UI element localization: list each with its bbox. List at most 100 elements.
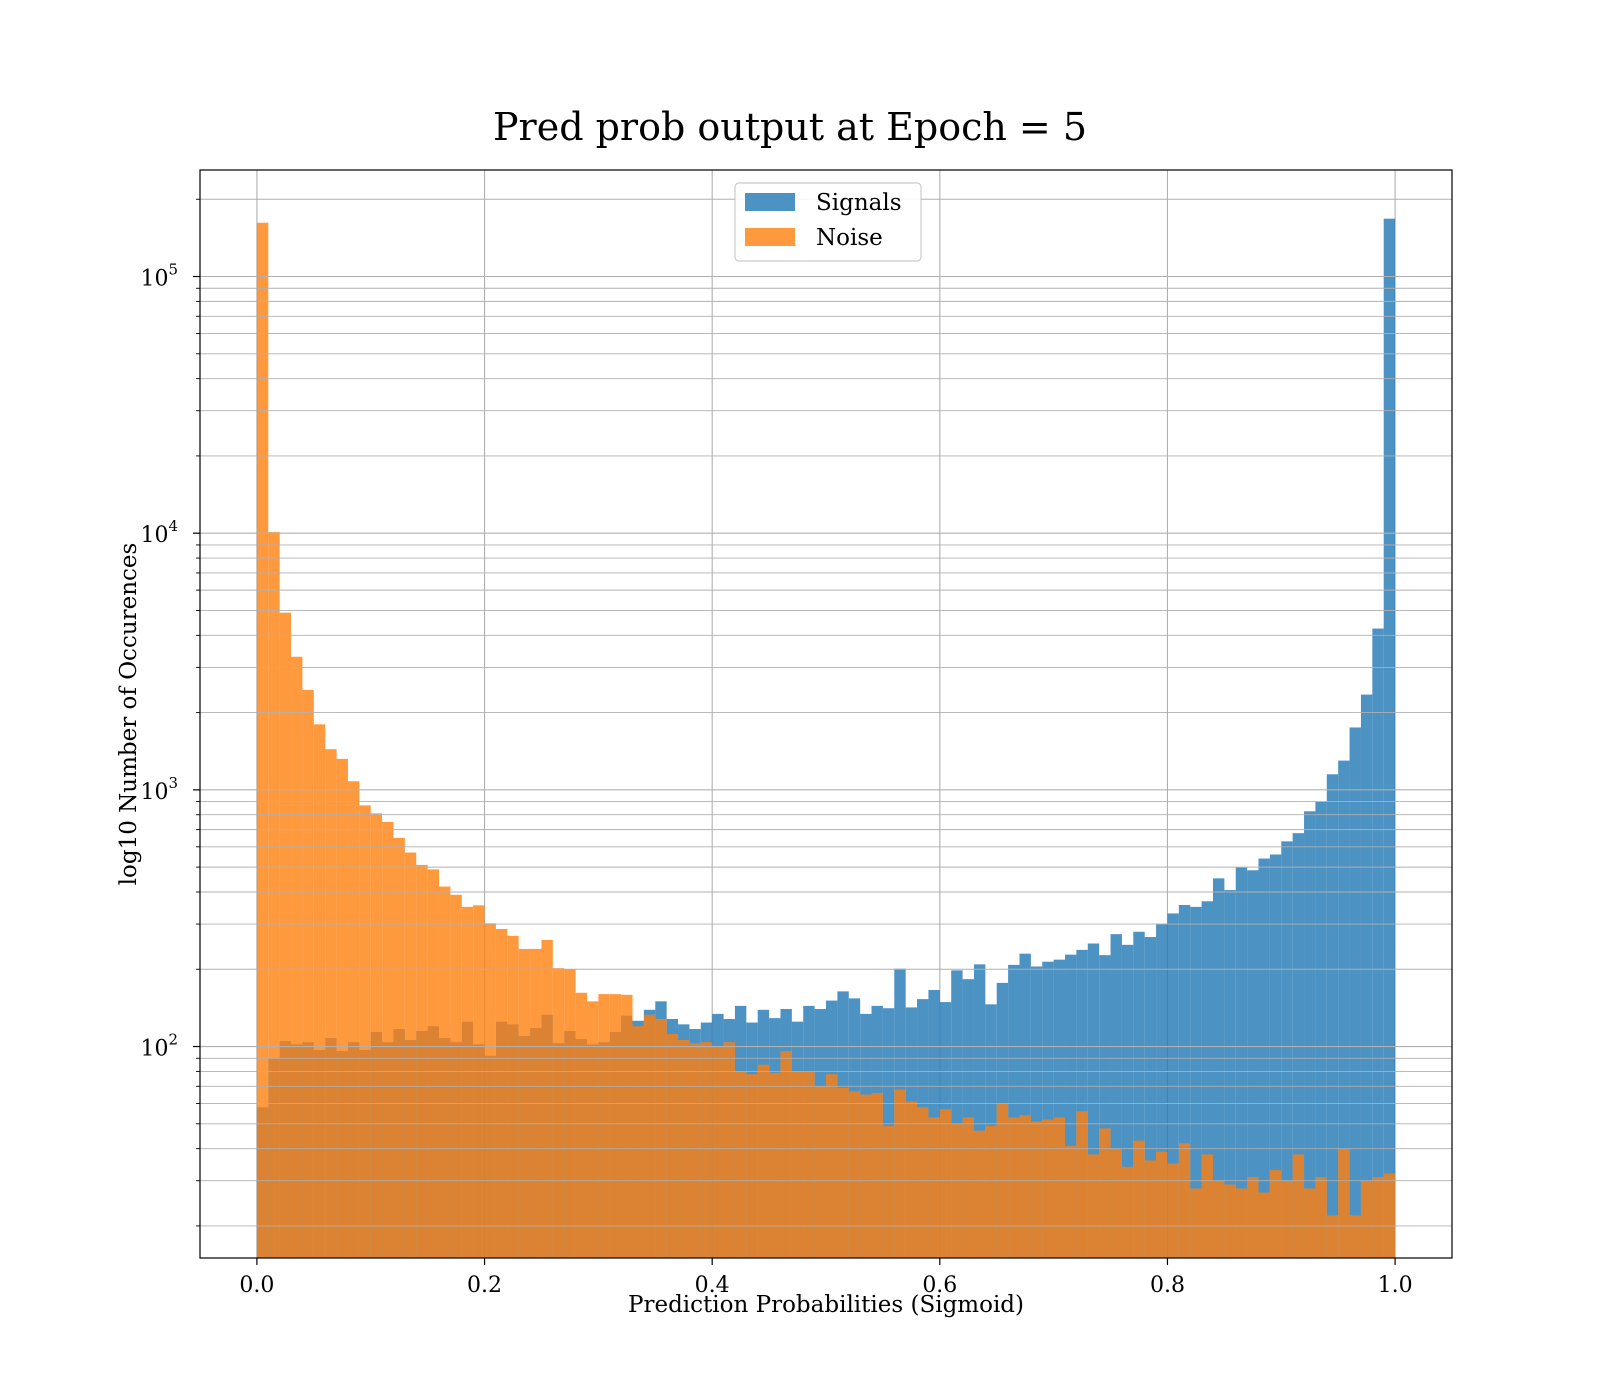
x-tick-label: 0.2 bbox=[467, 1273, 502, 1298]
bar-noise bbox=[734, 1071, 747, 1258]
chart-title: Pred prob output at Epoch = 5 bbox=[493, 105, 1087, 149]
bar-noise bbox=[586, 1001, 599, 1258]
bar-noise bbox=[302, 689, 314, 1258]
bar-noise bbox=[473, 905, 485, 1258]
bar-signals bbox=[1178, 904, 1191, 1258]
bar-signals bbox=[1326, 774, 1339, 1258]
x-tick-label: 0.8 bbox=[1150, 1273, 1185, 1298]
bar-noise bbox=[416, 864, 428, 1258]
legend-label-noise: Noise bbox=[816, 225, 883, 251]
bar-noise bbox=[962, 1117, 974, 1258]
bar-noise bbox=[313, 724, 326, 1258]
bar-noise bbox=[871, 1092, 883, 1258]
bar-noise bbox=[1019, 1115, 1031, 1258]
bar-noise bbox=[507, 935, 519, 1258]
x-axis-label: Prediction Probabilities (Sigmoid) bbox=[628, 1292, 1024, 1318]
bar-noise bbox=[1121, 1166, 1134, 1258]
bar-noise bbox=[1372, 1177, 1384, 1258]
bar-signals bbox=[1008, 964, 1020, 1258]
bar-signals bbox=[1121, 944, 1134, 1258]
bar-noise bbox=[1076, 1111, 1088, 1258]
x-tick-label: 0.6 bbox=[922, 1273, 957, 1298]
bar-noise bbox=[1099, 1128, 1111, 1258]
bar-signals bbox=[973, 964, 986, 1258]
bar-noise bbox=[279, 612, 292, 1258]
bar-signals bbox=[1076, 949, 1088, 1258]
bar-noise bbox=[928, 1117, 940, 1258]
bar-noise bbox=[461, 906, 474, 1258]
bar-noise bbox=[1269, 1170, 1282, 1258]
bar-signals bbox=[1360, 694, 1373, 1258]
bar-noise bbox=[1190, 1188, 1202, 1258]
bar-noise bbox=[439, 886, 451, 1258]
bar-noise bbox=[1338, 1148, 1350, 1258]
bar-noise bbox=[1360, 1180, 1373, 1258]
series-noise bbox=[256, 222, 1396, 1258]
bar-noise bbox=[1008, 1117, 1020, 1258]
bar-noise bbox=[256, 222, 269, 1258]
bar-noise bbox=[723, 1042, 735, 1258]
bar-noise bbox=[1065, 1145, 1077, 1258]
bar-noise bbox=[1292, 1154, 1305, 1258]
bar-signals bbox=[1087, 943, 1100, 1258]
bar-signals bbox=[1212, 878, 1225, 1258]
bar-noise bbox=[951, 1123, 963, 1258]
bar-signals bbox=[1247, 870, 1259, 1258]
bar-signals bbox=[1190, 906, 1202, 1258]
bar-noise bbox=[552, 968, 565, 1258]
bars bbox=[256, 218, 1396, 1258]
bar-signals bbox=[1030, 966, 1043, 1258]
x-tick-label: 1.0 bbox=[1378, 1273, 1413, 1298]
bar-noise bbox=[450, 894, 462, 1258]
bar-noise bbox=[1326, 1215, 1339, 1258]
bar-signals bbox=[1042, 961, 1054, 1258]
bar-noise bbox=[643, 1014, 656, 1258]
x-tick-label: 0.4 bbox=[695, 1273, 730, 1298]
bar-signals bbox=[1144, 937, 1157, 1258]
bar-noise bbox=[325, 749, 337, 1258]
bar-noise bbox=[347, 781, 360, 1258]
bar-signals bbox=[1167, 913, 1179, 1258]
bar-noise bbox=[780, 1051, 792, 1258]
bar-signals bbox=[1372, 628, 1384, 1258]
bar-noise bbox=[404, 852, 417, 1258]
grid-overlay bbox=[200, 198, 1452, 1227]
bar-noise bbox=[666, 1033, 679, 1258]
bar-signals bbox=[1019, 953, 1031, 1258]
bar-noise bbox=[427, 869, 440, 1258]
bar-noise bbox=[370, 813, 383, 1258]
bar-noise bbox=[837, 1087, 849, 1258]
bar-signals bbox=[1110, 934, 1122, 1258]
bar-noise bbox=[1349, 1215, 1361, 1258]
bar-noise bbox=[689, 1043, 701, 1258]
bar-noise bbox=[336, 758, 348, 1258]
bar-noise bbox=[1087, 1154, 1100, 1258]
legend[interactable]: Signals Noise bbox=[734, 182, 922, 262]
bar-noise bbox=[609, 994, 622, 1258]
x-tick-label: 0.0 bbox=[239, 1273, 274, 1298]
y-axis-label: log10 Number of Occurences bbox=[116, 543, 142, 886]
bar-noise bbox=[905, 1101, 918, 1258]
bar-signals bbox=[1304, 811, 1316, 1258]
bar-signals bbox=[1133, 931, 1145, 1258]
bar-noise bbox=[1235, 1188, 1248, 1258]
bar-noise bbox=[1258, 1192, 1270, 1258]
bar-signals bbox=[1349, 727, 1361, 1258]
bar-noise bbox=[359, 805, 371, 1258]
bar-signals bbox=[1338, 760, 1350, 1258]
y-tick-label: 103 bbox=[140, 774, 178, 805]
bar-noise bbox=[917, 1107, 929, 1258]
bar-signals bbox=[1201, 901, 1213, 1258]
y-tick-label: 102 bbox=[140, 1031, 178, 1062]
bar-signals bbox=[1224, 890, 1236, 1258]
bar-noise bbox=[757, 1064, 770, 1258]
plot-frame bbox=[199, 169, 1453, 1259]
bar-noise bbox=[860, 1094, 872, 1258]
bar-noise bbox=[769, 1072, 781, 1258]
bar-signals bbox=[1281, 841, 1293, 1258]
bar-noise bbox=[484, 923, 496, 1258]
bar-noise bbox=[894, 1089, 906, 1258]
bar-noise bbox=[1212, 1180, 1225, 1258]
bar-signals bbox=[1383, 218, 1396, 1258]
